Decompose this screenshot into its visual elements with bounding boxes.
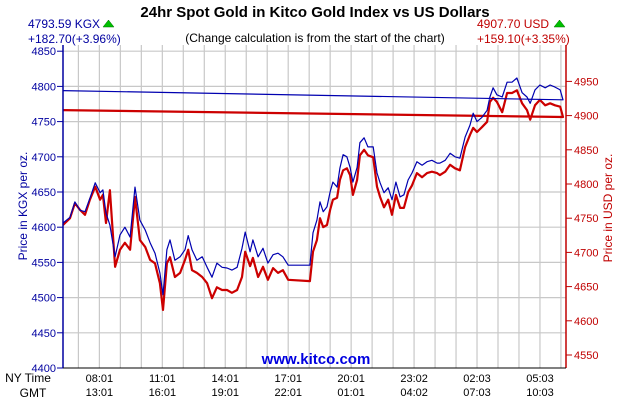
- usd-up-arrow-icon: [553, 19, 566, 28]
- kgx-series-line: [62, 77, 564, 296]
- chart-title: 24hr Spot Gold in Kitco Gold Index vs US…: [140, 4, 489, 21]
- left-tick-label: 4400: [32, 363, 56, 375]
- right-tick-label: 4550: [574, 350, 598, 362]
- gmt-tick-label: 16:01: [149, 387, 177, 399]
- right-tick-label: 4700: [574, 247, 598, 259]
- kgx-up-arrow-icon: [102, 19, 115, 28]
- ny-time-tick-label: 23:02: [400, 373, 428, 385]
- chart-subtitle: (Change calculation is from the start of…: [185, 31, 444, 45]
- right-tick-label: 4750: [574, 213, 598, 225]
- gmt-label: GMT: [20, 386, 47, 400]
- ny-time-tick-label: 11:01: [149, 373, 176, 385]
- right-tick-label: 4650: [574, 282, 598, 294]
- left-tick-label: 4500: [32, 293, 56, 305]
- watermark: www.kitco.com: [261, 351, 371, 368]
- right-axis: 4550 4600 4650 4700 4750 4800 4850 4900 4950: [566, 76, 598, 362]
- left-axis-label: Price in KGX per oz.: [16, 152, 30, 261]
- gmt-tick-label: 13:01: [86, 387, 114, 399]
- right-axis-label: Price in USD per oz.: [601, 154, 615, 263]
- ny-time-tick-label: 02:03: [463, 373, 491, 385]
- kgx-price: 4793.59 KGX: [28, 17, 100, 31]
- right-tick-label: 4900: [574, 111, 598, 123]
- ny-time-label: NY Time: [5, 371, 51, 385]
- right-tick-label: 4850: [574, 145, 598, 157]
- kgx-change: +182.70(+3.96%): [28, 32, 121, 46]
- ny-time-tick-label: 08:01: [86, 373, 114, 385]
- usd-series-line: [62, 89, 565, 311]
- left-tick-label: 4550: [32, 257, 56, 269]
- left-tick-label: 4650: [32, 187, 56, 199]
- right-tick-label: 4800: [574, 179, 598, 191]
- left-tick-label: 4600: [32, 222, 56, 234]
- ny-time-tick-label: 20:01: [337, 373, 365, 385]
- ny-time-tick-label: 05:03: [526, 373, 554, 385]
- left-tick-label: 4450: [32, 328, 56, 340]
- gmt-tick-label: 04:02: [400, 387, 428, 399]
- x-axis: 08:01 13:01 11:01 16:01 14:01 19:01 17:01 22:01…: [86, 373, 554, 399]
- gmt-tick-label: 07:03: [463, 387, 491, 399]
- right-tick-label: 4600: [574, 316, 598, 328]
- gmt-tick-label: 19:01: [212, 387, 240, 399]
- gmt-tick-label: 10:03: [526, 387, 554, 399]
- right-tick-label: 4950: [574, 76, 598, 88]
- usd-price: 4907.70 USD: [477, 17, 549, 31]
- left-axis: 4400 4450 4500 4550 4600 4650 4700 4750 4800 4850: [32, 46, 63, 375]
- usd-change: +159.10(+3.35%): [477, 32, 570, 46]
- left-tick-label: 4850: [32, 46, 56, 58]
- gmt-tick-label: 01:01: [337, 387, 365, 399]
- left-tick-label: 4800: [32, 81, 56, 93]
- series-lines: [62, 77, 565, 311]
- ny-time-tick-label: 17:01: [274, 373, 302, 385]
- ny-time-tick-label: 14:01: [212, 373, 240, 385]
- left-tick-label: 4750: [32, 117, 56, 129]
- gmt-tick-label: 22:01: [274, 387, 302, 399]
- left-tick-label: 4700: [32, 152, 56, 164]
